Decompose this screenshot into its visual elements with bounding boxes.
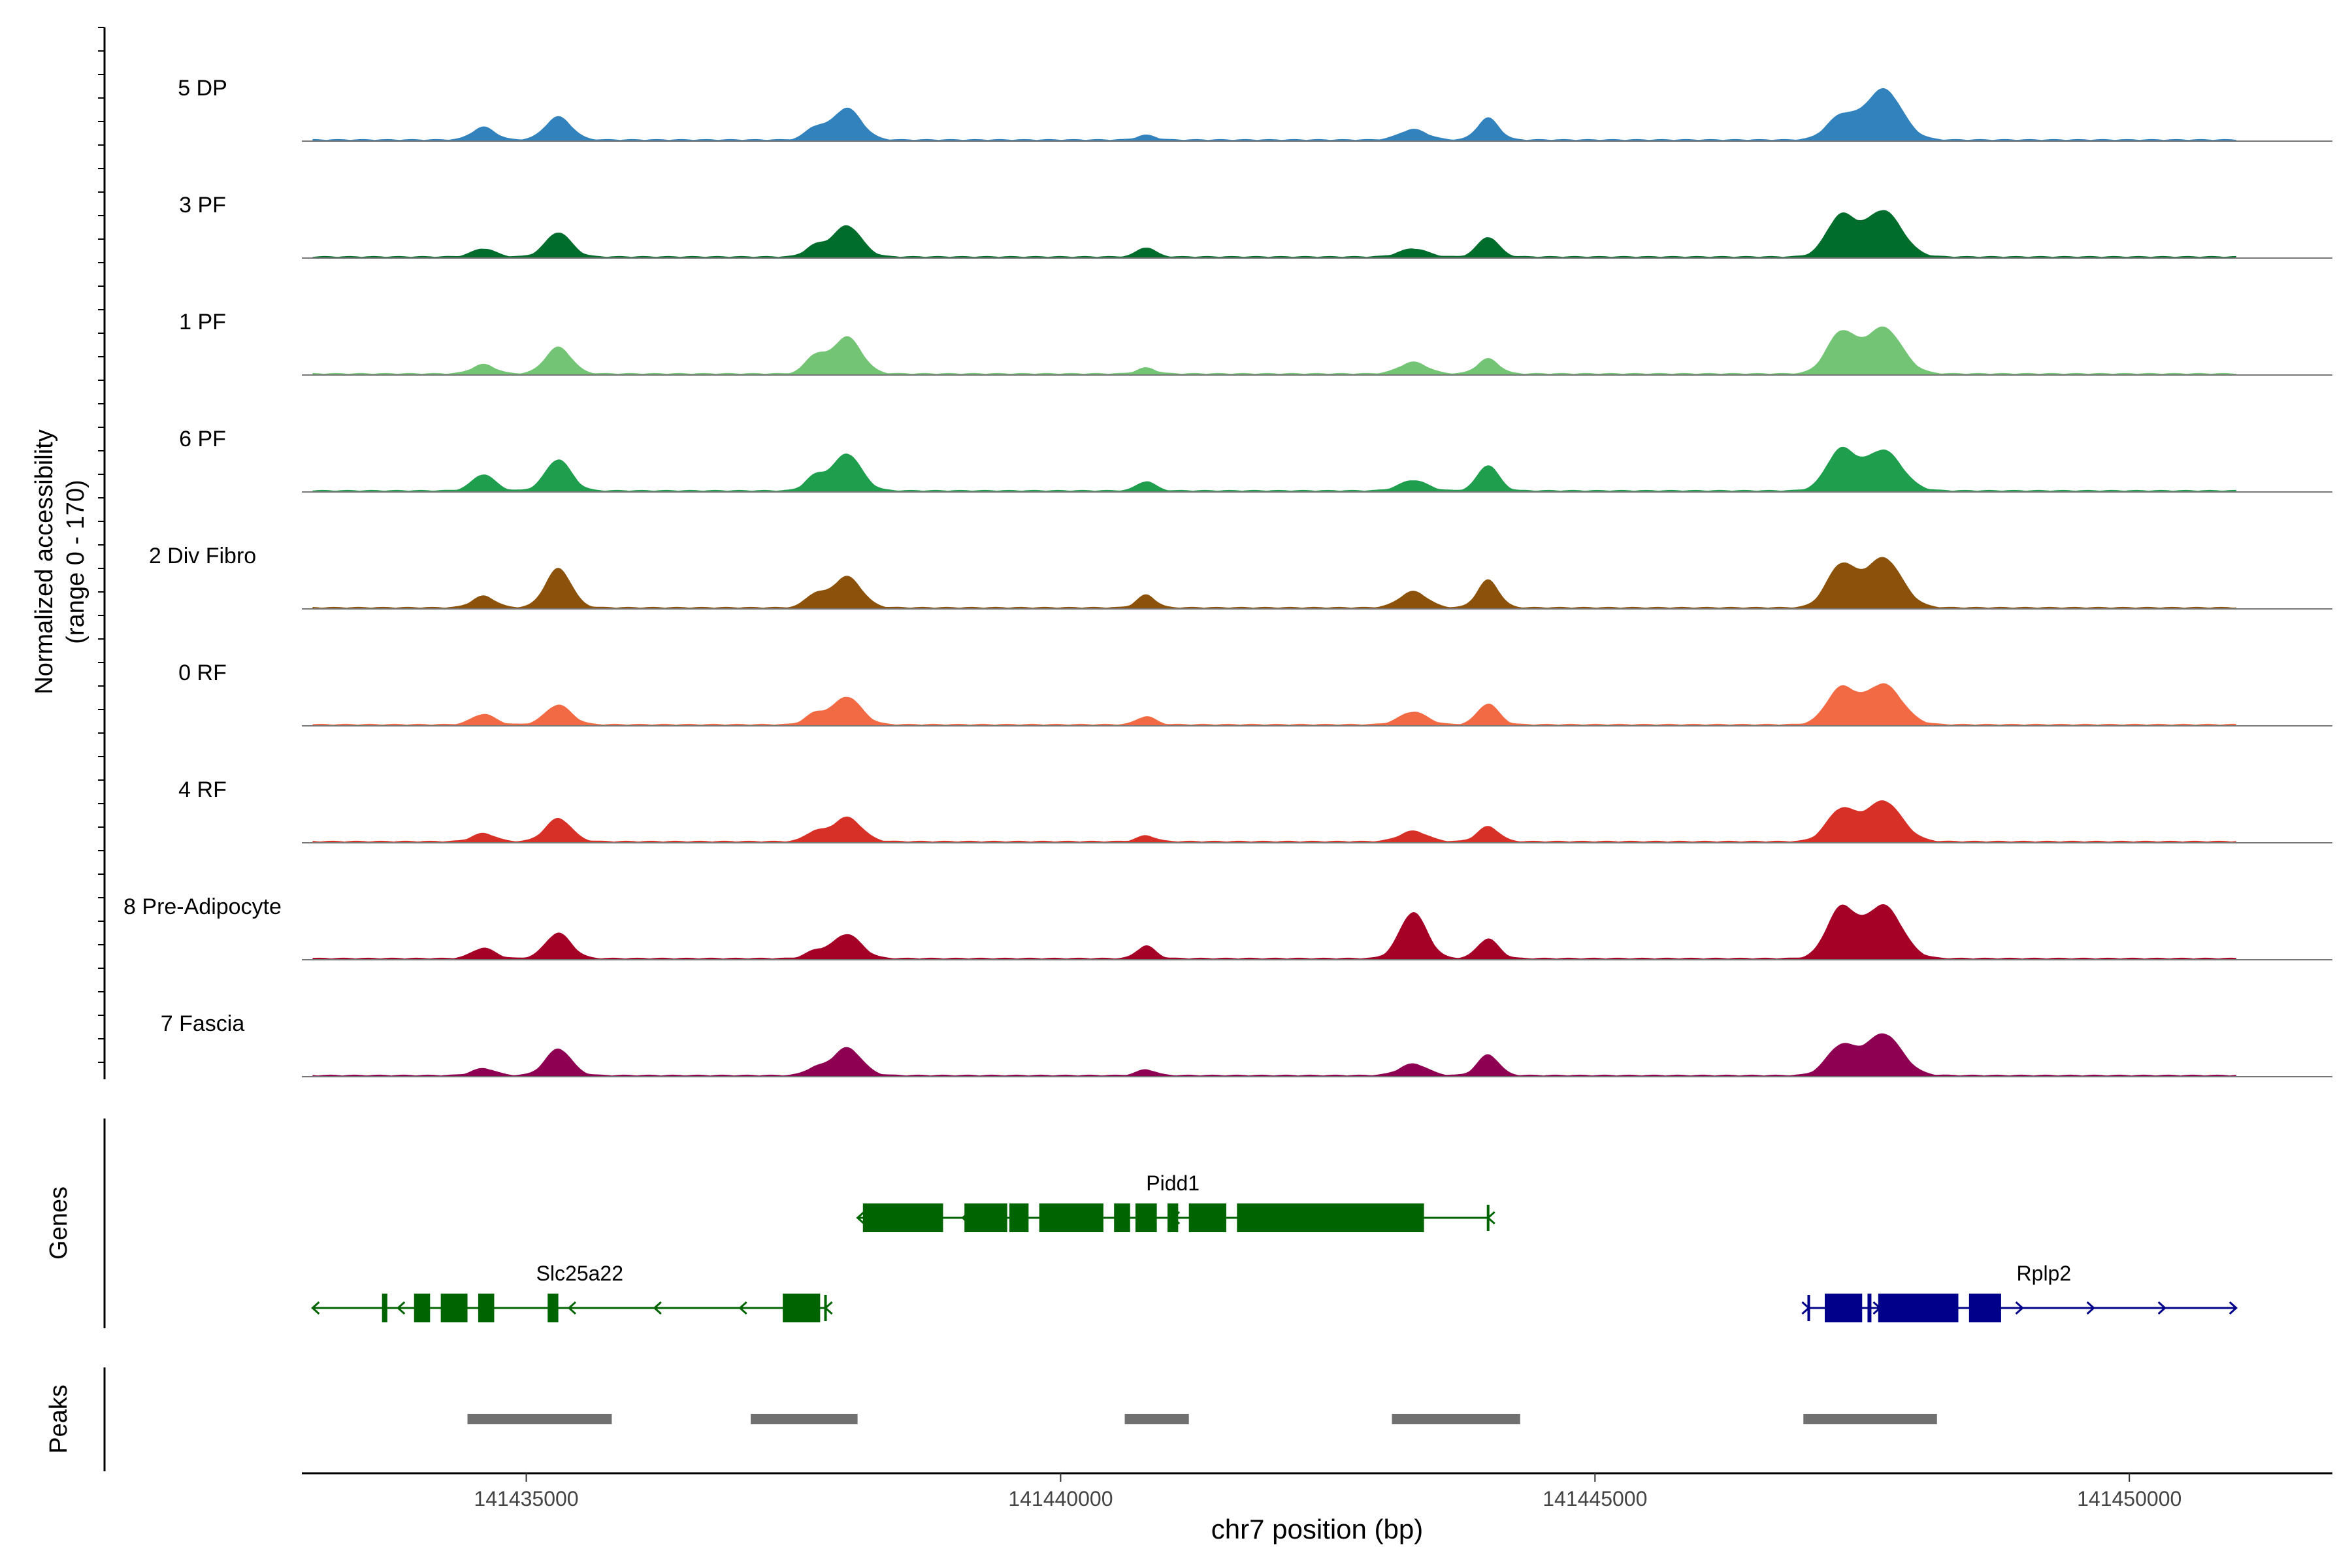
coverage-area-3-pf xyxy=(312,210,2236,258)
exon xyxy=(382,1294,387,1322)
track-label-2-div-fibro: 2 Div Fibro xyxy=(149,544,256,568)
strand-arrow xyxy=(824,1301,833,1315)
strand-arrow xyxy=(2157,1301,2166,1315)
exon xyxy=(1167,1203,1179,1232)
gene-slc25a22: Slc25a22 xyxy=(311,1262,833,1322)
x-tick-label: 141440000 xyxy=(1008,1487,1113,1511)
x-tick-label: 141450000 xyxy=(2077,1487,2181,1511)
peak-region xyxy=(467,1414,612,1424)
coverage-area-7-fascia xyxy=(312,1033,2236,1077)
track-6-pf: 6 PF xyxy=(179,427,2332,493)
x-tick-label: 141435000 xyxy=(474,1487,578,1511)
genes-panel: Genes Pidd1 Slc25a22 Rplp2 xyxy=(45,1119,2238,1328)
exon xyxy=(478,1294,495,1322)
exon xyxy=(1968,1294,2001,1322)
coverage-tracks: 5 DP 3 PF 1 PF 6 PF 2 Div Fibro 0 RF 4 RF 8 Pre… xyxy=(123,76,2332,1077)
x-axis: 141435000 141440000 141445000 141450000 chr… xyxy=(302,1472,2332,1544)
strand-arrow xyxy=(311,1301,320,1315)
strand-arrow xyxy=(2086,1301,2095,1315)
strand-arrow xyxy=(2015,1301,2024,1315)
y-axis-title: Normalized accessibility xyxy=(31,429,58,694)
exon xyxy=(1878,1294,1959,1322)
gene-models: Pidd1 Slc25a22 Rplp2 xyxy=(311,1171,2238,1322)
exon xyxy=(1237,1203,1424,1232)
strand-arrow xyxy=(2229,1301,2238,1315)
x-tick-label: 141445000 xyxy=(1543,1487,1647,1511)
gene-label-slc25a22: Slc25a22 xyxy=(536,1262,623,1285)
track-label-8-pre-adipocyte: 8 Pre-Adipocyte xyxy=(123,894,282,919)
peak-regions xyxy=(467,1414,1937,1424)
peak-region xyxy=(1803,1414,1937,1424)
strand-arrow xyxy=(1801,1301,1810,1315)
track-2-div-fibro: 2 Div Fibro xyxy=(149,544,2332,610)
strand-arrow xyxy=(856,1211,865,1225)
exon xyxy=(964,1203,1007,1232)
track-label-6-pf: 6 PF xyxy=(179,427,226,451)
track-5-dp: 5 DP xyxy=(178,76,2332,142)
track-label-7-fascia: 7 Fascia xyxy=(161,1011,245,1036)
track-8-pre-adipocyte: 8 Pre-Adipocyte xyxy=(123,894,2332,960)
exon xyxy=(1039,1203,1103,1232)
coverage-y-axis xyxy=(98,27,106,1079)
strand-arrow xyxy=(567,1301,576,1315)
y-axis-range: (range 0 - 170) xyxy=(62,480,90,644)
exon xyxy=(547,1294,559,1322)
peak-region xyxy=(1124,1414,1189,1424)
exon xyxy=(862,1203,943,1232)
coverage-area-8-pre-adipocyte xyxy=(312,904,2236,960)
track-label-0-rf: 0 RF xyxy=(178,661,227,685)
track-0-rf: 0 RF xyxy=(178,661,2332,727)
strand-arrow xyxy=(1486,1211,1495,1225)
exon xyxy=(1188,1203,1226,1232)
gene-pidd1: Pidd1 xyxy=(856,1171,1495,1232)
track-label-3-pf: 3 PF xyxy=(179,193,226,218)
track-3-pf: 3 PF xyxy=(179,193,2332,259)
exon xyxy=(783,1294,821,1322)
exon xyxy=(414,1294,431,1322)
exon xyxy=(1009,1203,1029,1232)
gene-label-rplp2: Rplp2 xyxy=(2017,1262,2072,1285)
exon xyxy=(1867,1294,1872,1322)
peak-region xyxy=(751,1414,858,1424)
track-1-pf: 1 PF xyxy=(179,310,2332,376)
track-7-fascia: 7 Fascia xyxy=(161,1011,2332,1077)
gene-label-pidd1: Pidd1 xyxy=(1146,1171,1200,1195)
track-4-rf: 4 RF xyxy=(178,777,2332,843)
x-axis-ticks: 141435000 141440000 141445000 141450000 xyxy=(474,1473,2181,1511)
coverage-area-0-rf xyxy=(312,683,2236,726)
strand-arrow xyxy=(653,1301,662,1315)
peak-region xyxy=(1392,1414,1520,1424)
coverage-area-4-rf xyxy=(312,800,2236,843)
exon xyxy=(1825,1294,1863,1322)
strand-arrow xyxy=(396,1301,406,1315)
coverage-area-1-pf xyxy=(312,326,2236,375)
x-axis-title: chr7 position (bp) xyxy=(1211,1514,1424,1544)
coverage-area-6-pf xyxy=(312,446,2236,492)
gene-rplp2: Rplp2 xyxy=(1801,1262,2238,1322)
exon xyxy=(1135,1203,1157,1232)
peaks-panel-label: Peaks xyxy=(45,1384,73,1454)
genes-panel-label: Genes xyxy=(45,1186,73,1260)
peaks-panel: Peaks xyxy=(45,1367,1937,1471)
track-label-5-dp: 5 DP xyxy=(178,76,227,101)
coverage-area-5-dp xyxy=(312,88,2236,141)
coverage-area-2-div-fibro xyxy=(312,557,2236,609)
track-label-1-pf: 1 PF xyxy=(179,310,226,335)
exon xyxy=(1114,1203,1130,1232)
exon xyxy=(440,1294,468,1322)
strand-arrow xyxy=(738,1301,747,1315)
track-label-4-rf: 4 RF xyxy=(178,777,227,802)
